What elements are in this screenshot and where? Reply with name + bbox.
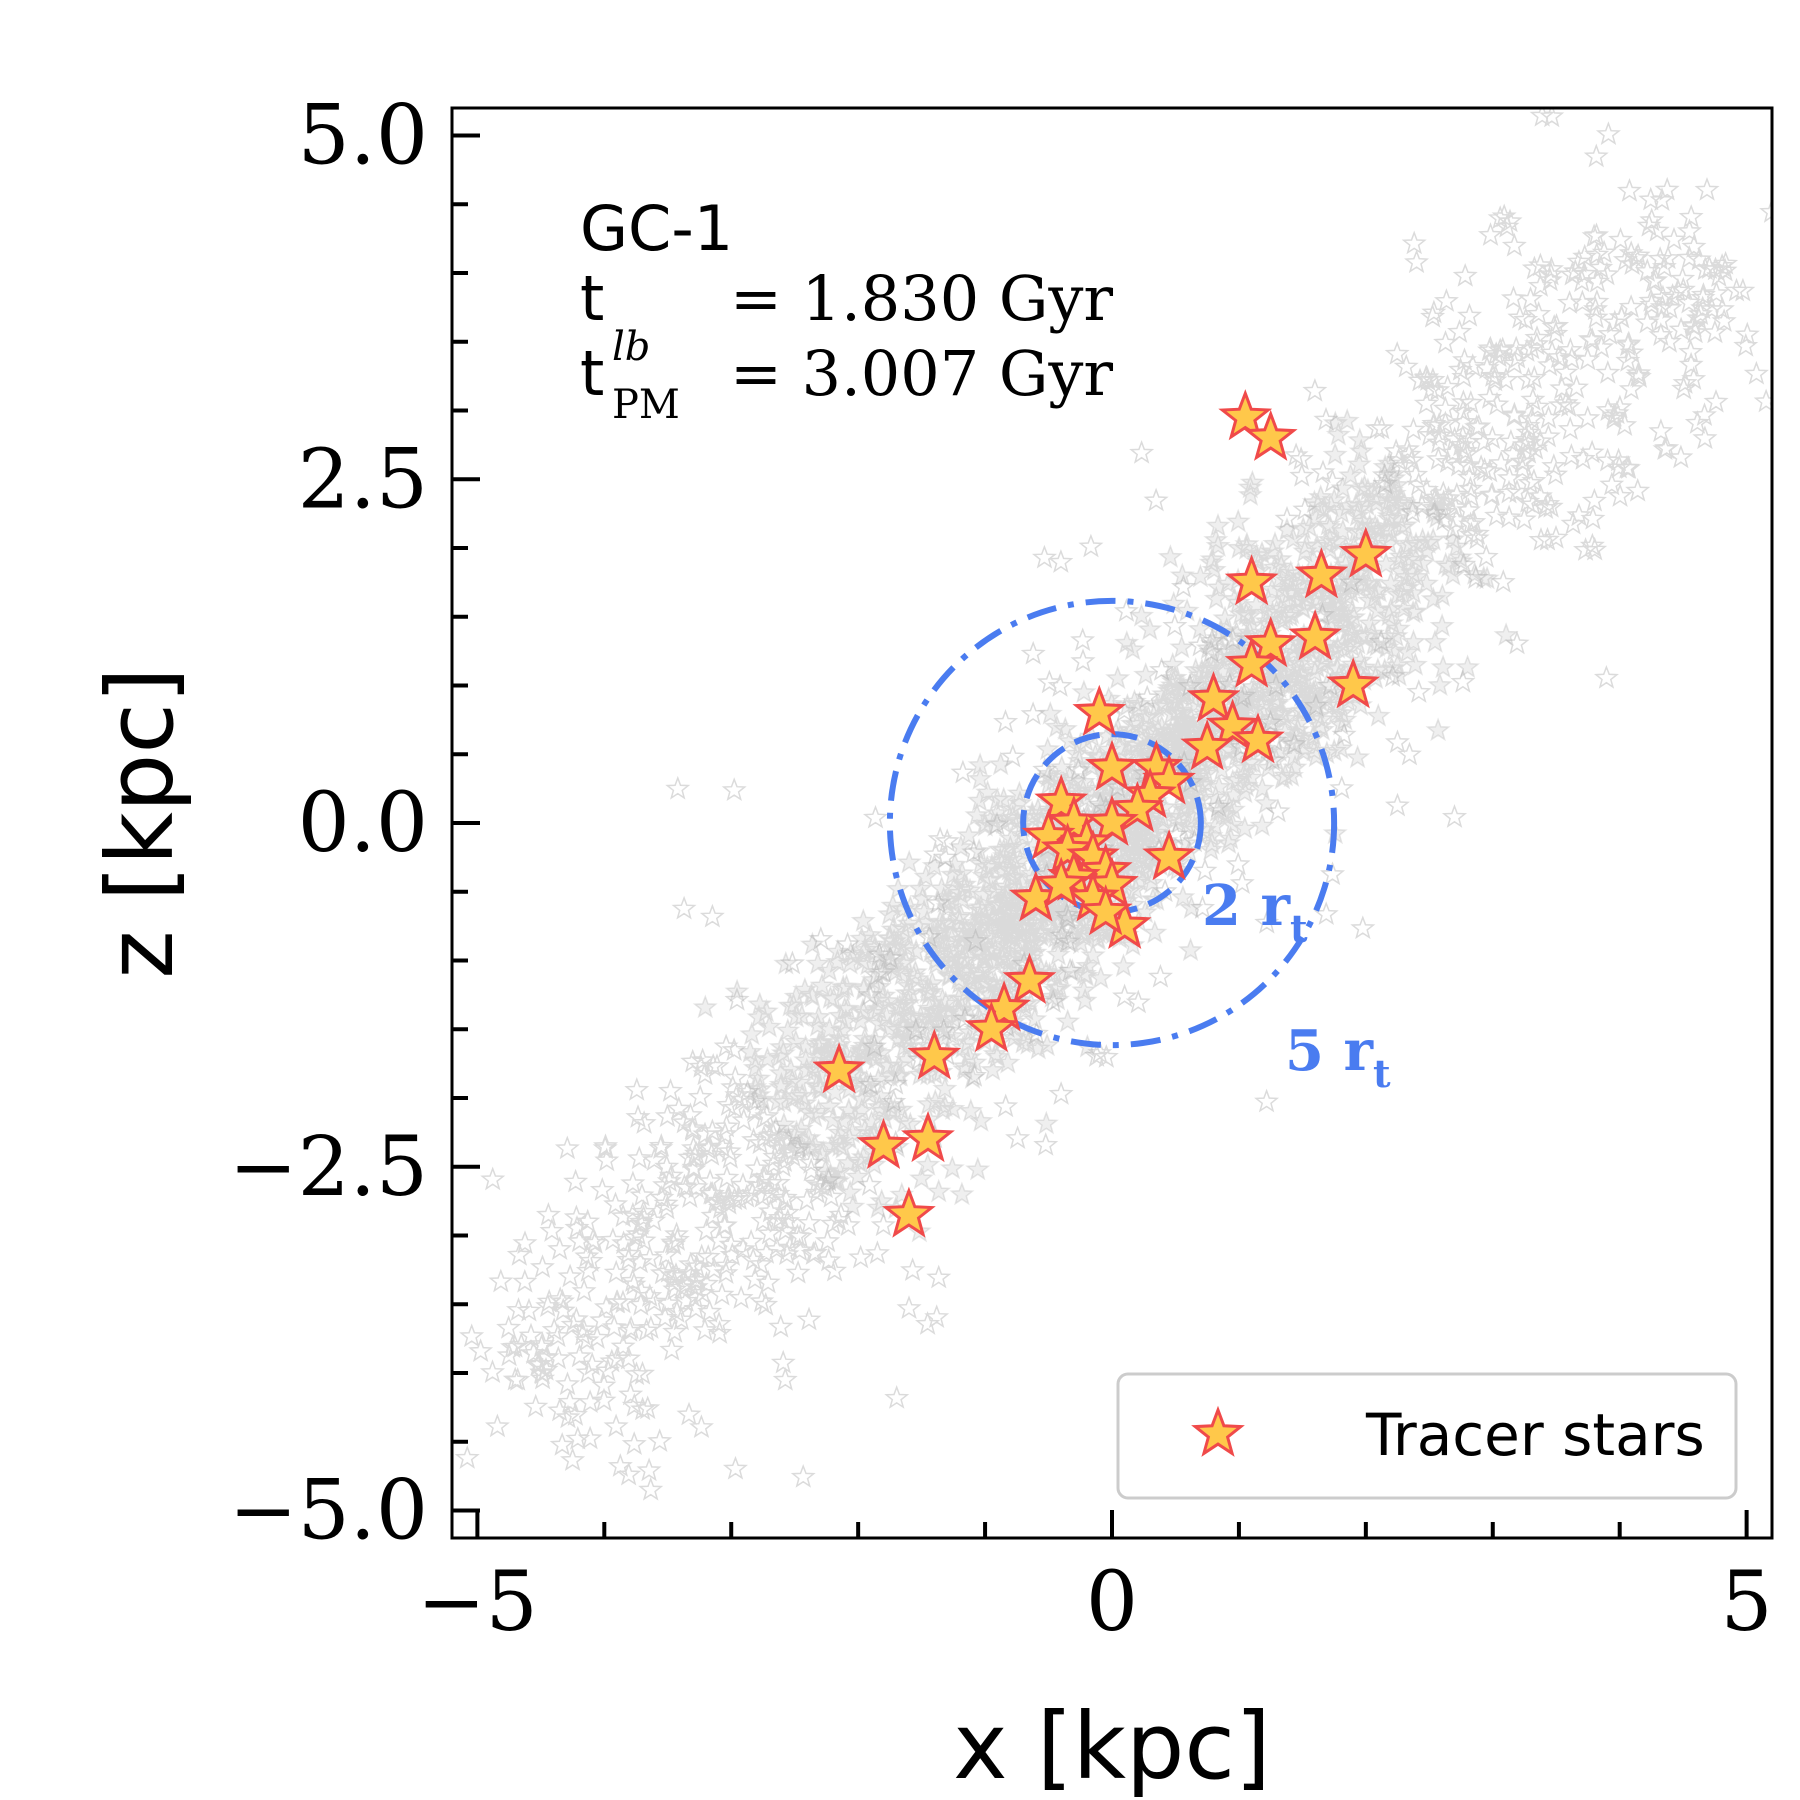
y-tick-label: 0.0	[298, 776, 428, 871]
y-tick-label: −5.0	[229, 1464, 428, 1559]
circle-label-2rt-main: 2 r	[1202, 873, 1291, 939]
tracer-star-14	[1085, 739, 1139, 791]
circle-5rt	[886, 597, 1338, 1049]
lookback-time-superscript: lb	[612, 324, 650, 370]
legend-tracer-star-icon	[1191, 1405, 1245, 1457]
cluster-annotation: GC-1 t = 1.830 Gyr t lb PM = 3.007 Gyr	[580, 192, 1113, 428]
tracer-star-34	[1078, 884, 1133, 936]
tracer-star-37	[964, 1001, 1019, 1053]
tracer-star-10	[1205, 698, 1260, 750]
tracer-star-40	[901, 1111, 955, 1163]
tracer-star-41	[856, 1117, 911, 1169]
tracer-star-3	[1294, 547, 1349, 599]
circle-label-2rt: 2 r t	[1202, 873, 1308, 951]
legend: Tracer stars	[1116, 1372, 1738, 1500]
tracer-star-18	[1110, 781, 1165, 833]
legend-entry-tracer-stars: Tracer stars	[1365, 1401, 1705, 1469]
x-tick-label: 5	[1721, 1555, 1773, 1650]
time-value: = 1.830 Gyr	[730, 262, 1113, 335]
lookback-time-value: = 3.007 Gyr	[730, 337, 1113, 410]
tracer-star-1	[1243, 409, 1298, 461]
tracer-star-21	[1085, 794, 1139, 846]
tracer-star-32	[1034, 856, 1089, 908]
circle-label-5rt-sub: t	[1373, 1051, 1391, 1096]
tracer-stars-layer	[812, 389, 1393, 1238]
tracer-star-6	[1243, 616, 1298, 668]
axis-ticks: −5 0 5 −5.0 −2.5 0.0 2.5 5.0	[229, 89, 1773, 1651]
tracer-star-42	[882, 1186, 936, 1238]
tracer-star-24	[1040, 822, 1095, 874]
tracer-star-0	[1218, 389, 1273, 441]
y-tick-label: 5.0	[298, 89, 428, 184]
y-axis-label: z [kpc]	[87, 667, 194, 979]
stream-particles-halo	[454, 108, 1772, 1501]
tracer-star-2	[1338, 526, 1393, 578]
tracer-star-5	[1288, 609, 1342, 661]
circle-label-5rt: 5 r t	[1285, 1018, 1391, 1096]
y-tick-label: −2.5	[229, 1120, 428, 1215]
tracer-star-36	[977, 980, 1031, 1032]
legend-star-shape	[1191, 1405, 1245, 1457]
tracer-star-35	[1002, 952, 1057, 1004]
tracer-star-13	[1072, 684, 1127, 736]
lookback-time-label: t	[580, 337, 604, 410]
tracer-star-9	[1186, 671, 1241, 723]
tracer-star-12	[1180, 719, 1235, 771]
tracer-star-38	[907, 1028, 962, 1080]
x-tick-label: −5	[417, 1555, 538, 1650]
x-axis-label: x [kpc]	[953, 1693, 1271, 1800]
tracer-star-7	[1224, 636, 1279, 688]
lookback-time-subscript: PM	[612, 382, 680, 428]
tracer-star-19	[1034, 774, 1089, 826]
circle-label-2rt-sub: t	[1290, 906, 1308, 951]
tracer-star-11	[1231, 712, 1285, 764]
tracer-star-4	[1224, 554, 1279, 606]
x-tick-label: 0	[1086, 1555, 1138, 1650]
y-tick-label: 2.5	[298, 432, 428, 527]
time-label: t	[580, 262, 604, 335]
legend-box	[1116, 1372, 1738, 1500]
tracer-star-39	[812, 1042, 866, 1094]
cluster-name: GC-1	[580, 192, 733, 265]
tracer-star-26	[1142, 829, 1196, 881]
circle-label-5rt-main: 5 r	[1285, 1018, 1374, 1084]
tracer-star-8	[1326, 657, 1381, 709]
